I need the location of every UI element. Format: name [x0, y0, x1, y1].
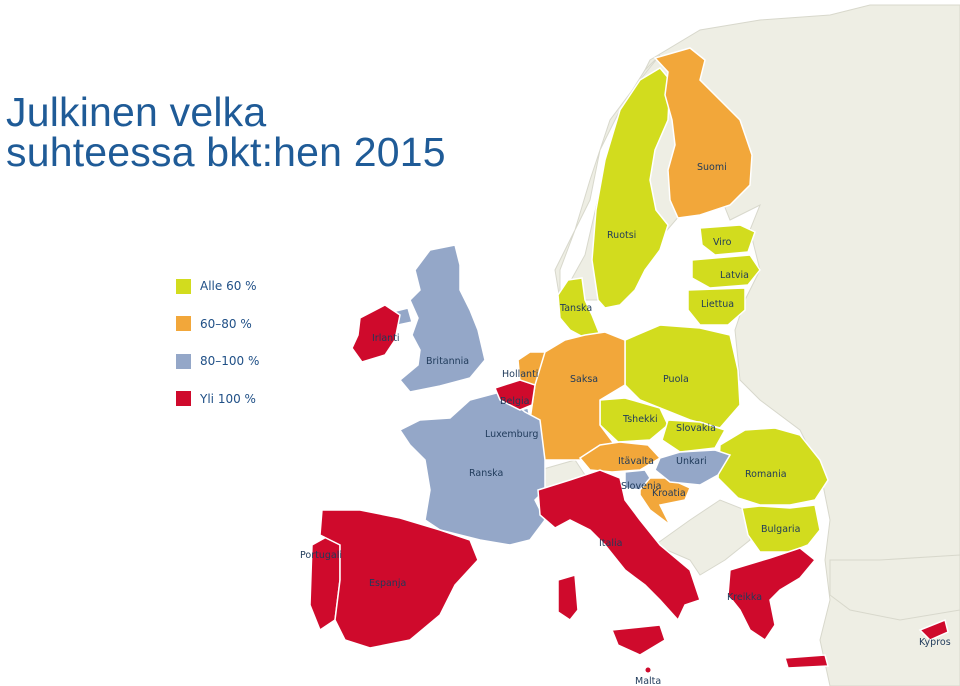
label-espanja: Espanja	[369, 578, 406, 589]
label-kypros: Kypros	[919, 637, 951, 648]
legend-swatch	[176, 353, 191, 369]
label-bulgaria: Bulgaria	[761, 524, 800, 535]
country-ruotsi[interactable]	[591, 67, 671, 309]
title-line-1: Julkinen velka	[6, 89, 267, 135]
country-kreikka-crete[interactable]	[784, 654, 829, 669]
label-britannia: Britannia	[426, 356, 469, 367]
legend-item-under-60: Alle 60 %	[176, 276, 259, 296]
legend-item-over-100: Yli 100 %	[176, 389, 259, 409]
label-tanska: Tanska	[559, 303, 592, 314]
label-ruotsi: Ruotsi	[607, 230, 636, 241]
label-viro: Viro	[713, 237, 732, 248]
label-slovenia: Slovenia	[621, 481, 661, 492]
country-puola[interactable]	[624, 324, 741, 429]
legend-item-80-100: 80–100 %	[176, 351, 259, 371]
country-kypros[interactable]	[918, 618, 949, 641]
label-latvia: Latvia	[720, 270, 749, 281]
group-60-80	[517, 47, 753, 526]
legend-label: Yli 100 %	[200, 391, 256, 406]
label-itavalta: Itävalta	[618, 456, 654, 467]
country-latvia[interactable]	[691, 254, 761, 289]
country-unkari[interactable]	[654, 449, 732, 486]
label-portugali: Portugali	[300, 550, 342, 561]
country-liettua[interactable]	[687, 287, 746, 326]
label-unkari: Unkari	[676, 456, 707, 467]
legend-item-60-80: 60–80 %	[176, 314, 259, 334]
legend-label: Alle 60 %	[200, 279, 257, 293]
group-under-60	[557, 67, 829, 553]
label-tshekki: Tshekki	[622, 414, 658, 425]
balkans-west	[653, 499, 751, 576]
label-slovakia: Slovakia	[676, 423, 716, 434]
title-line-2: suhteessa bkt:hen 2015	[6, 129, 446, 175]
label-saksa: Saksa	[570, 374, 598, 385]
non-eu-land	[539, 4, 960, 686]
country-italia-sicily[interactable]	[610, 624, 666, 656]
label-suomi: Suomi	[697, 162, 727, 173]
country-italia-sardinia[interactable]	[557, 574, 579, 622]
label-kreikka: Kreikka	[727, 592, 762, 603]
turkey	[829, 554, 960, 621]
country-belgia[interactable]	[493, 379, 536, 411]
label-liettua: Liettua	[701, 299, 734, 310]
country-ranska[interactable]	[398, 391, 546, 546]
country-romania[interactable]	[717, 427, 829, 506]
legend-label: 80–100 %	[200, 354, 260, 368]
label-hollanti: Hollanti	[502, 369, 538, 380]
country-saksa[interactable]	[529, 331, 626, 461]
legend-swatch	[176, 391, 191, 406]
label-italia: Italia	[599, 538, 622, 549]
legend-label: 60–80 %	[200, 316, 252, 331]
country-italia[interactable]	[537, 469, 701, 622]
label-malta: Malta	[635, 676, 661, 686]
country-espanja[interactable]	[319, 509, 479, 649]
label-romania: Romania	[745, 469, 787, 480]
label-belgia: Belgia	[500, 396, 530, 407]
legend: Alle 60 % 60–80 % 80–100 % Yli 100 %	[176, 276, 259, 426]
legend-swatch	[176, 316, 191, 331]
group-over-100	[309, 304, 949, 669]
legend-swatch	[176, 278, 191, 294]
country-kreikka[interactable]	[727, 547, 817, 642]
country-suomi[interactable]	[653, 47, 753, 219]
country-slovenia[interactable]	[624, 469, 651, 491]
scandinavia-west	[554, 54, 661, 301]
country-slovakia[interactable]	[661, 419, 727, 453]
country-viro[interactable]	[699, 224, 756, 256]
label-kroatia: Kroatia	[652, 488, 686, 499]
country-malta[interactable]	[645, 667, 651, 673]
country-britannia[interactable]	[398, 244, 486, 393]
group-80-100	[390, 244, 732, 546]
country-labels: Suomi Ruotsi Viro Latvia Liettua Tanska …	[300, 162, 951, 686]
country-bulgaria[interactable]	[741, 504, 821, 553]
label-irlanti: Irlanti	[372, 333, 400, 344]
country-irlanti[interactable]	[351, 304, 401, 363]
country-tanska[interactable]	[557, 277, 602, 339]
label-ranska: Ranska	[469, 468, 503, 479]
label-puola: Puola	[663, 374, 689, 385]
map-title: Julkinen velka suhteessa bkt:hen 2015	[6, 89, 446, 175]
label-luxemburg: Luxemburg	[485, 429, 538, 440]
